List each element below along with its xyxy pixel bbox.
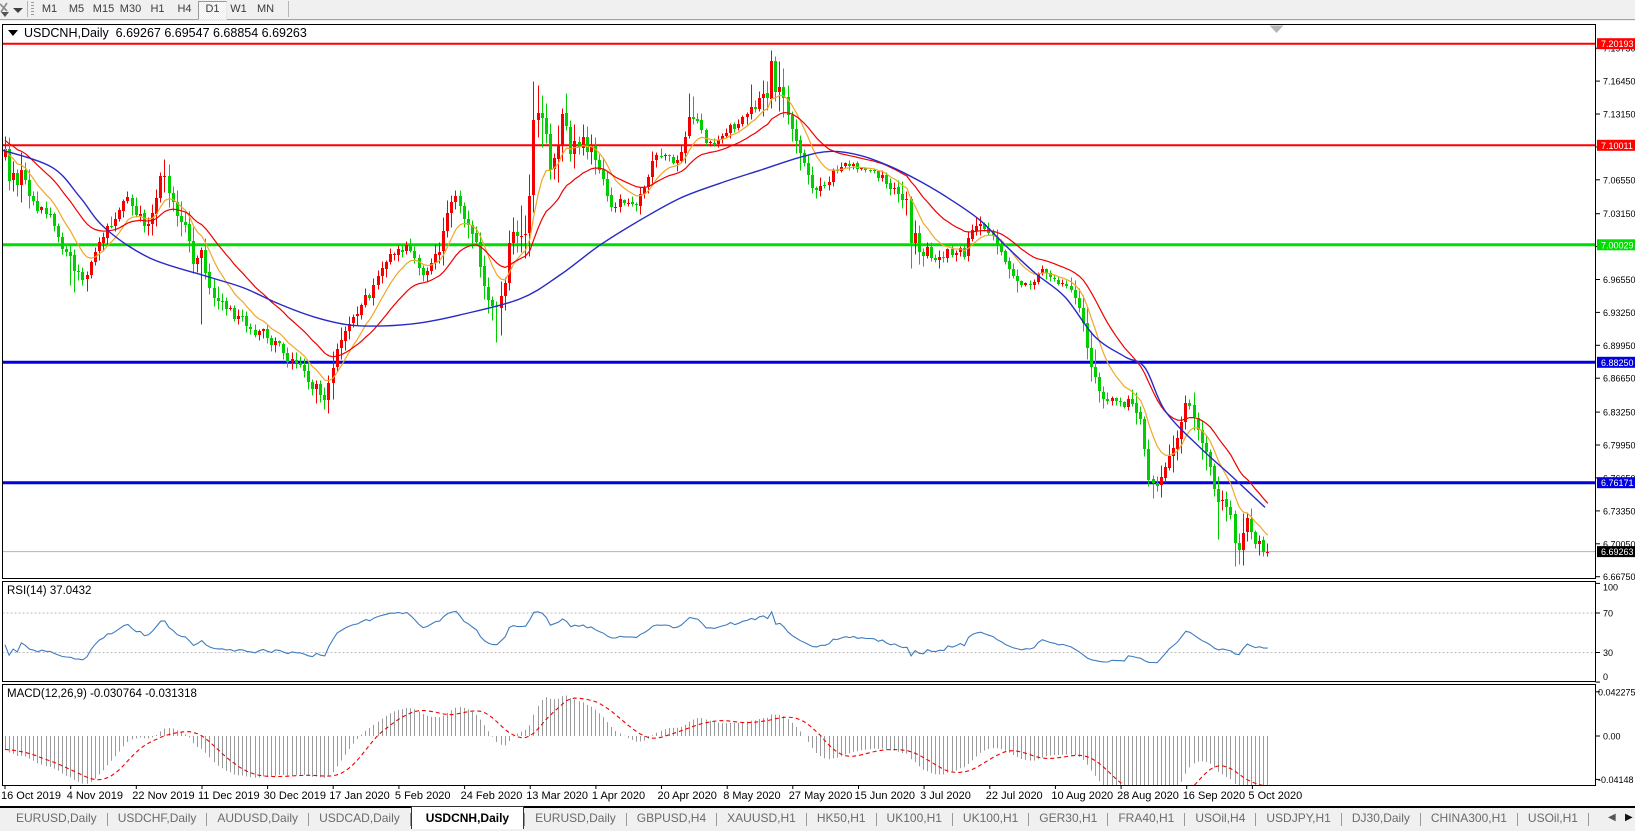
svg-text:20 Apr 2020: 20 Apr 2020: [658, 790, 717, 802]
svg-text:5 Oct 2020: 5 Oct 2020: [1248, 790, 1302, 802]
svg-text:70: 70: [1603, 609, 1613, 619]
svg-text:8 May 2020: 8 May 2020: [723, 790, 780, 802]
svg-text:MACD(12,26,9) -0.030764 -0.031: MACD(12,26,9) -0.030764 -0.031318: [7, 688, 197, 700]
svg-text:USDCNH,Daily 6.69267 6.69547: USDCNH,Daily 6.69267 6.69547 6.68854 6.6…: [24, 26, 307, 40]
svg-text:4 Nov 2019: 4 Nov 2019: [67, 790, 123, 802]
svg-text:10 Aug 2020: 10 Aug 2020: [1051, 790, 1113, 802]
svg-text:6.89950: 6.89950: [1603, 341, 1635, 351]
svg-text:7.06550: 7.06550: [1603, 175, 1635, 185]
svg-text:15 Jun 2020: 15 Jun 2020: [855, 790, 916, 802]
svg-text:6.86650: 6.86650: [1603, 374, 1635, 384]
svg-text:0: 0: [1603, 672, 1608, 682]
svg-text:16 Oct 2019: 16 Oct 2019: [1, 790, 61, 802]
svg-text:1 Apr 2020: 1 Apr 2020: [592, 790, 645, 802]
svg-text:13 Mar 2020: 13 Mar 2020: [526, 790, 588, 802]
svg-text:7.20193: 7.20193: [1601, 39, 1634, 49]
svg-text:0.00: 0.00: [1603, 732, 1621, 742]
svg-text:6.88250: 6.88250: [1601, 358, 1634, 368]
svg-text:6.66750: 6.66750: [1603, 572, 1635, 582]
svg-text:24 Feb 2020: 24 Feb 2020: [461, 790, 523, 802]
svg-text:30 Dec 2019: 30 Dec 2019: [264, 790, 326, 802]
svg-text:28 Aug 2020: 28 Aug 2020: [1117, 790, 1179, 802]
svg-text:6.70050: 6.70050: [1603, 539, 1635, 549]
svg-text:16 Sep 2020: 16 Sep 2020: [1183, 790, 1245, 802]
svg-text:5 Feb 2020: 5 Feb 2020: [395, 790, 451, 802]
svg-text:6.83250: 6.83250: [1603, 408, 1635, 418]
svg-text:100: 100: [1603, 583, 1618, 593]
svg-text:7.13150: 7.13150: [1603, 110, 1635, 120]
svg-text:6.93250: 6.93250: [1603, 308, 1635, 318]
svg-text:17 Jan 2020: 17 Jan 2020: [329, 790, 390, 802]
svg-text:6.76171: 6.76171: [1601, 478, 1634, 488]
svg-text:7.16450: 7.16450: [1603, 77, 1635, 87]
svg-text:22 Jul 2020: 22 Jul 2020: [986, 790, 1043, 802]
svg-text:7.00029: 7.00029: [1601, 240, 1634, 250]
svg-text:6.79950: 6.79950: [1603, 441, 1635, 451]
svg-text:RSI(14) 37.0432: RSI(14) 37.0432: [7, 585, 91, 597]
svg-text:22 Nov 2019: 22 Nov 2019: [132, 790, 194, 802]
svg-text:3 Jul 2020: 3 Jul 2020: [920, 790, 971, 802]
svg-text:6.96550: 6.96550: [1603, 275, 1635, 285]
svg-text:0.042275: 0.042275: [1598, 687, 1635, 697]
svg-text:6.73350: 6.73350: [1603, 506, 1635, 516]
svg-text:7.03150: 7.03150: [1603, 209, 1635, 219]
svg-text:-0.04148: -0.04148: [1598, 775, 1634, 785]
svg-text:6.69263: 6.69263: [1601, 547, 1634, 557]
svg-text:27 May 2020: 27 May 2020: [789, 790, 853, 802]
svg-text:30: 30: [1603, 648, 1613, 658]
svg-text:7.10011: 7.10011: [1601, 141, 1633, 151]
svg-text:11 Dec 2019: 11 Dec 2019: [198, 790, 260, 802]
